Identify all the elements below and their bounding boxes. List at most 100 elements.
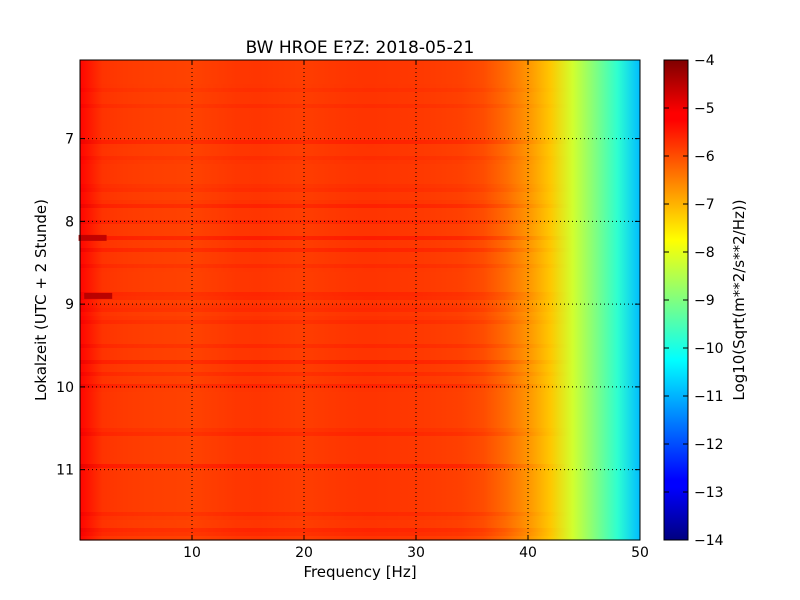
heatmap-row xyxy=(80,208,640,213)
heatmap-row xyxy=(80,180,640,185)
heatmap-row xyxy=(80,104,640,109)
heatmap-row xyxy=(80,316,640,321)
colorbar-tick-label: −10 xyxy=(694,341,724,357)
heatmap-row xyxy=(80,384,640,389)
heatmap-row xyxy=(80,80,640,85)
heatmap-row xyxy=(80,344,640,349)
heatmap-row xyxy=(80,456,640,461)
heatmap-row xyxy=(80,76,640,81)
heatmap-row xyxy=(80,468,640,473)
heatmap-row xyxy=(80,388,640,393)
colorbar-tick-label: −14 xyxy=(694,533,724,549)
heatmap-row xyxy=(80,172,640,177)
heatmap-row xyxy=(80,408,640,413)
y-tick-label: 7 xyxy=(65,132,74,148)
heatmap-row xyxy=(80,184,640,189)
colorbar-tick-label: −4 xyxy=(694,53,715,69)
heatmap-row xyxy=(80,272,640,277)
heatmap-row xyxy=(80,224,640,229)
heatmap-row xyxy=(80,340,640,345)
heatmap-row xyxy=(80,516,640,521)
heatmap-row xyxy=(80,308,640,313)
heatmap-row xyxy=(80,484,640,489)
heatmap-row xyxy=(80,124,640,129)
heatmap-row xyxy=(80,360,640,365)
heatmap-row xyxy=(80,424,640,429)
x-axis: 10 20 30 40 50 xyxy=(183,60,649,561)
x-tick-label: 30 xyxy=(407,545,425,561)
x-tick-label: 40 xyxy=(519,545,537,561)
heatmap-row xyxy=(80,348,640,353)
heatmap-row xyxy=(80,536,640,541)
heatmap-row xyxy=(80,324,640,329)
heatmap-row xyxy=(80,496,640,501)
heatmap-row xyxy=(80,380,640,385)
heatmap-row xyxy=(80,488,640,493)
heatmap-row xyxy=(80,128,640,133)
heatmap-row xyxy=(80,336,640,341)
heatmap-row xyxy=(80,268,640,273)
heatmap-row xyxy=(80,288,640,293)
x-tick-label: 50 xyxy=(631,545,649,561)
heatmap-row xyxy=(80,100,640,105)
heatmap-row xyxy=(80,400,640,405)
heatmap-row xyxy=(80,64,640,69)
heatmap-row xyxy=(80,304,640,309)
heatmap-row xyxy=(80,132,640,137)
heatmap-row xyxy=(80,236,640,241)
heatmap-hotspot xyxy=(78,234,107,241)
heatmap-row xyxy=(80,528,640,533)
heatmap-row xyxy=(80,356,640,361)
colorbar-tick-label: −6 xyxy=(694,149,715,165)
heatmap-row xyxy=(80,112,640,117)
heatmap-row xyxy=(80,448,640,453)
heatmap-row xyxy=(80,376,640,381)
heatmap-row xyxy=(80,260,640,265)
heatmap-row xyxy=(80,248,640,253)
heatmap-row xyxy=(80,480,640,485)
heatmap-row xyxy=(80,404,640,409)
heatmap-row xyxy=(80,452,640,457)
heatmap-row xyxy=(80,524,640,529)
x-axis-label: Frequency [Hz] xyxy=(303,563,416,581)
heatmap-row xyxy=(80,332,640,337)
x-tick-label: 10 xyxy=(183,545,201,561)
y-tick-label: 8 xyxy=(65,214,74,230)
heatmap-row xyxy=(80,312,640,317)
heatmap-row xyxy=(80,420,640,425)
heatmap-row xyxy=(80,72,640,77)
grid xyxy=(80,60,640,540)
colorbar-label: Log10(Sqrt(m**2/s**2/Hz)) xyxy=(730,199,748,400)
colorbar-tick-label: −5 xyxy=(694,101,715,117)
heatmap-row xyxy=(80,212,640,217)
heatmap-row xyxy=(80,256,640,261)
colorbar-ticks: −4 −5 −6 −7 −8 −9 −10 −11 −12 −13 −14 xyxy=(664,53,724,549)
heatmap-row xyxy=(80,292,640,297)
heatmap-row xyxy=(80,160,640,165)
heatmap-row xyxy=(80,204,640,209)
heatmap-row xyxy=(80,492,640,497)
heatmap-row xyxy=(80,364,640,369)
heatmap-row xyxy=(80,352,640,357)
heatmap-row xyxy=(80,320,640,325)
heatmap-row xyxy=(80,200,640,205)
heatmap-row xyxy=(80,252,640,257)
heatmap-row xyxy=(80,148,640,153)
heatmap-row xyxy=(80,240,640,245)
heatmap-row xyxy=(80,296,640,301)
heatmap-row xyxy=(80,244,640,249)
colorbar-tick-label: −8 xyxy=(694,245,715,261)
heatmap-row xyxy=(80,436,640,441)
colorbar-tick-label: −13 xyxy=(694,485,724,501)
heatmap-row xyxy=(80,216,640,221)
heatmap xyxy=(78,60,640,541)
heatmap-row xyxy=(80,228,640,233)
heatmap-row xyxy=(80,88,640,93)
heatmap-hotspot xyxy=(84,292,113,299)
heatmap-row xyxy=(80,120,640,125)
heatmap-row xyxy=(80,220,640,225)
heatmap-row xyxy=(80,432,640,437)
heatmap-row xyxy=(80,116,640,121)
heatmap-row xyxy=(80,108,640,113)
